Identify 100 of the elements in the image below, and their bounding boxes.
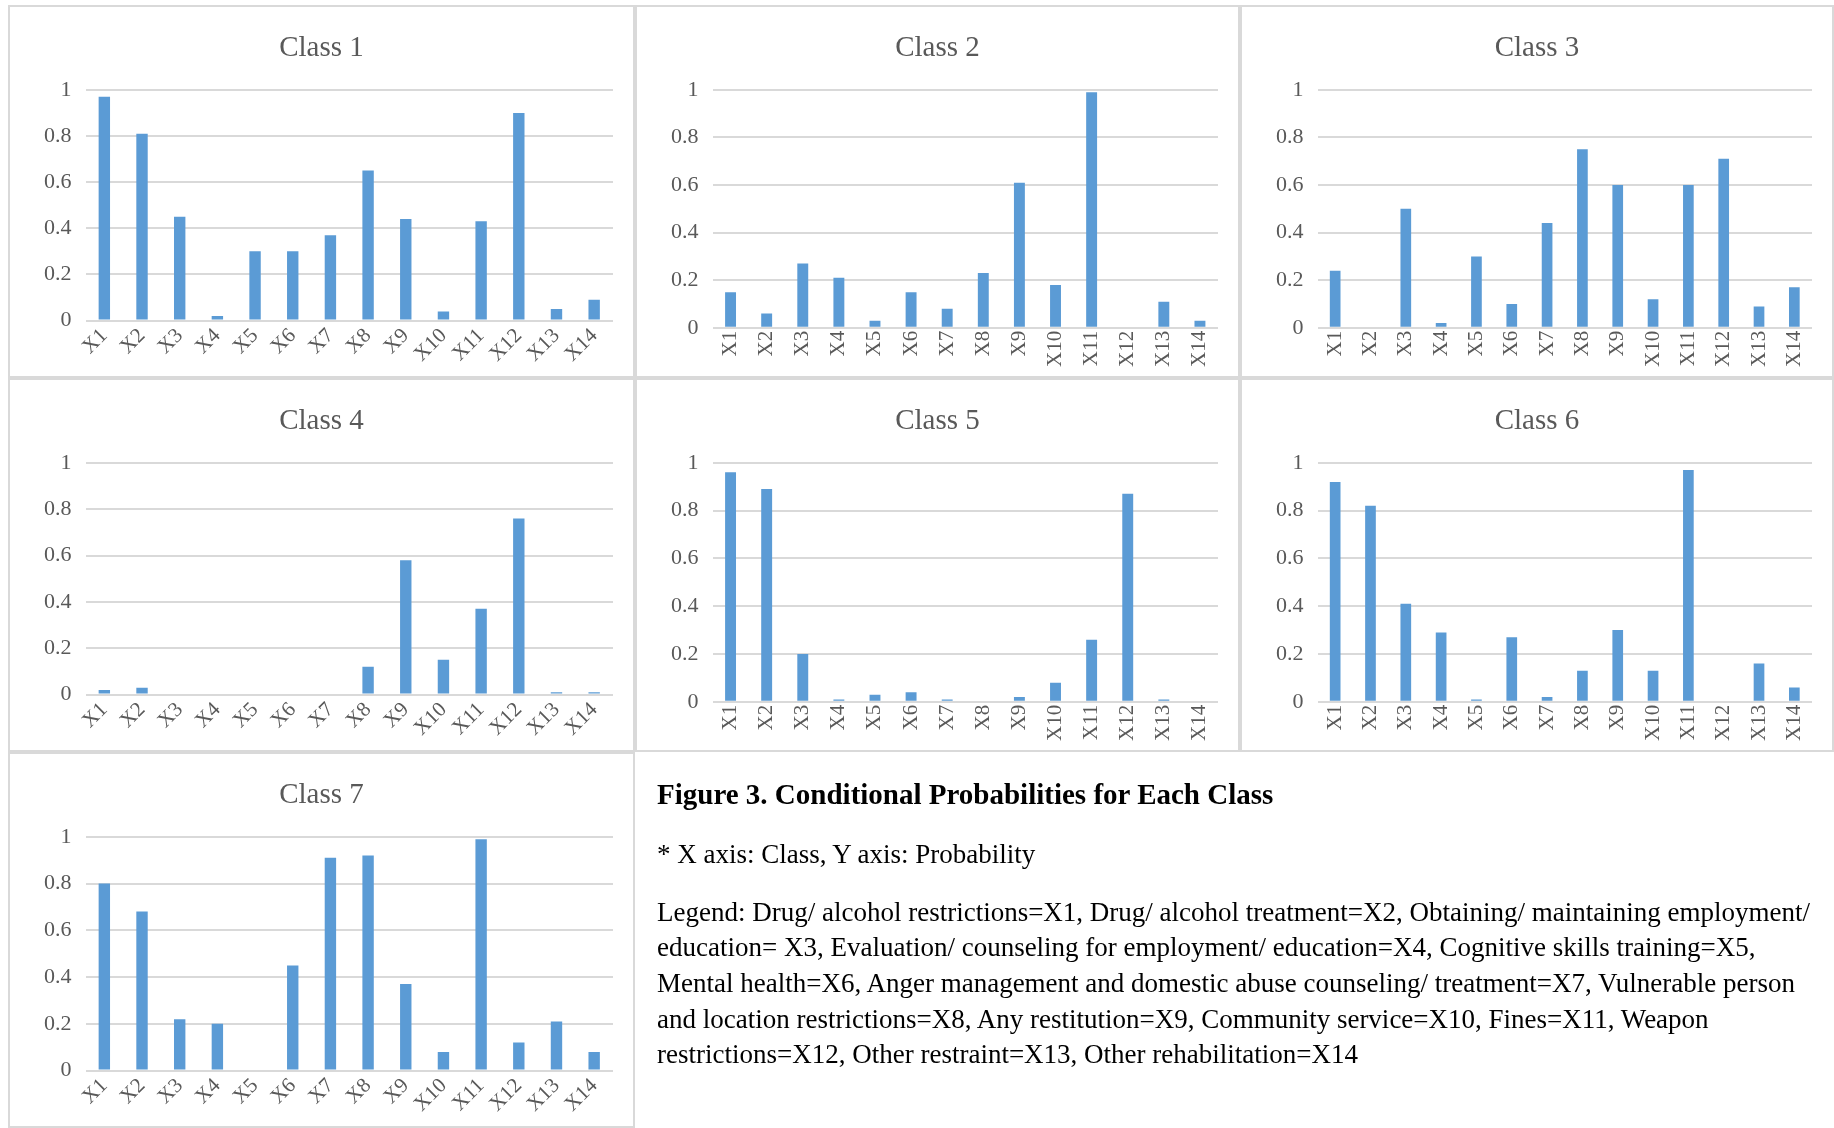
bar [550, 1021, 563, 1070]
bar [211, 315, 224, 320]
y-tick-label: 0.2 [44, 1009, 72, 1035]
bar [1329, 481, 1341, 701]
bar [174, 216, 186, 320]
x-tick-label: X3 [152, 696, 188, 733]
x-tick-label: X14 [1186, 330, 1211, 368]
x-tick-label: X2 [114, 322, 150, 359]
bar [761, 489, 773, 701]
x-tick-label: X10 [1042, 704, 1067, 742]
bar [725, 472, 737, 701]
bar [1612, 185, 1624, 327]
x-tick-label: X11 [1078, 330, 1103, 367]
bar [550, 309, 563, 320]
bar [362, 170, 374, 320]
bar [1753, 663, 1765, 701]
x-tick-label: X5 [861, 330, 886, 357]
bar [1013, 697, 1025, 701]
x-tick-label: X6 [265, 1072, 301, 1109]
x-tick-label: X8 [1568, 704, 1593, 731]
bar [1506, 304, 1518, 327]
bar [1647, 299, 1659, 327]
x-tick-label: X7 [933, 704, 958, 731]
y-tick-label: 0.6 [44, 916, 72, 942]
bar [98, 689, 111, 694]
x-tick-label: X7 [1533, 330, 1558, 357]
y-tick-label: 0.8 [1276, 123, 1304, 149]
y-tick-label: 0.6 [671, 170, 699, 196]
bar [249, 251, 261, 320]
y-tick-label: 0.8 [1276, 496, 1304, 522]
bar [1365, 505, 1376, 701]
x-tick-label: X4 [1427, 704, 1452, 731]
y-tick-label: 0.6 [671, 544, 699, 570]
x-tick-label: X5 [1462, 704, 1487, 731]
bar [400, 560, 412, 694]
y-tick-label: 0 [1292, 687, 1304, 713]
x-tick-label: X8 [969, 330, 994, 357]
x-tick-label: X5 [861, 704, 886, 731]
x-tick-label: X9 [1005, 330, 1030, 357]
x-tick-label: X11 [1674, 704, 1699, 741]
x-tick-label: X1 [717, 704, 742, 731]
bar [1122, 493, 1134, 701]
x-tick-label: X1 [717, 330, 742, 357]
x-tick-label: X14 [1780, 330, 1805, 368]
bar [513, 518, 525, 694]
y-tick-label: 0.4 [44, 587, 72, 613]
y-tick-label: 1 [60, 822, 72, 848]
text: Legend: Drug/ alcohol restrictions=X1, Drug/ alcohol treatment=X2, Obtaining/ maintaining employment/ education= X3, Evaluation/ counseling for employment/ education=X4, Cognitive skills training=X5, Mental health=X6, Anger management and domestic abuse counseling/ treatment=X7, Vulnerable person and location restrictions=X8, Any restitution=X9, Community service=X10, Fines=X11, Weapon restrictions=X12, Other restraint=X13, Other rehabilitation=X14 [657, 895, 1811, 1072]
bar [362, 855, 374, 1070]
bar [1718, 158, 1730, 327]
x-tick-label: X6 [1498, 704, 1523, 731]
y-tick-label: 0.4 [44, 214, 72, 240]
bar [1612, 630, 1624, 701]
bar [1086, 92, 1098, 327]
bar [797, 263, 809, 327]
x-tick-label: X8 [1568, 330, 1593, 357]
x-tick-label: X5 [227, 322, 263, 359]
x-tick-label: X5 [227, 1072, 263, 1109]
bar [475, 608, 487, 694]
bar [1435, 632, 1447, 701]
bar [437, 1051, 450, 1070]
y-tick-label: 0.2 [44, 634, 72, 660]
bar [98, 96, 111, 320]
x-tick-label: X3 [152, 322, 188, 359]
bar [287, 965, 299, 1070]
x-tick-label: X12 [1710, 330, 1735, 368]
y-tick-label: 1 [60, 75, 72, 101]
bar [1577, 149, 1588, 327]
bar [1400, 208, 1412, 327]
chart-title: Class 3 [1494, 30, 1580, 63]
x-tick-label: X4 [189, 696, 226, 733]
bar [797, 654, 809, 701]
x-tick-label: X2 [753, 330, 778, 357]
x-tick-label: X8 [340, 1072, 376, 1109]
bar [761, 313, 773, 327]
y-tick-label: 0.2 [44, 260, 72, 286]
bar [869, 694, 881, 701]
chart-title: Class 7 [279, 777, 364, 810]
y-tick-label: 0.6 [44, 541, 72, 567]
x-tick-label: X13 [1150, 704, 1175, 742]
x-tick-label: X2 [114, 1072, 150, 1109]
bar [437, 311, 450, 320]
x-tick-label: X4 [825, 704, 850, 731]
bar [98, 883, 111, 1070]
x-tick-label: X6 [265, 696, 301, 733]
x-tick-label: X4 [825, 330, 850, 357]
bar [1471, 256, 1482, 327]
bar [437, 659, 450, 694]
y-tick-label: 0 [60, 306, 72, 332]
x-tick-label: X13 [1150, 330, 1175, 368]
x-tick-label: X12 [1114, 330, 1139, 368]
x-tick-label: X5 [227, 696, 263, 733]
x-tick-label: X4 [1427, 330, 1452, 357]
x-tick-label: X12 [1710, 704, 1735, 742]
bar [136, 687, 148, 694]
y-tick-label: 0 [687, 313, 699, 339]
x-tick-label: X9 [1604, 704, 1629, 731]
bar [1050, 284, 1061, 327]
bar [1400, 603, 1412, 701]
x-tick-label: X1 [76, 696, 112, 733]
